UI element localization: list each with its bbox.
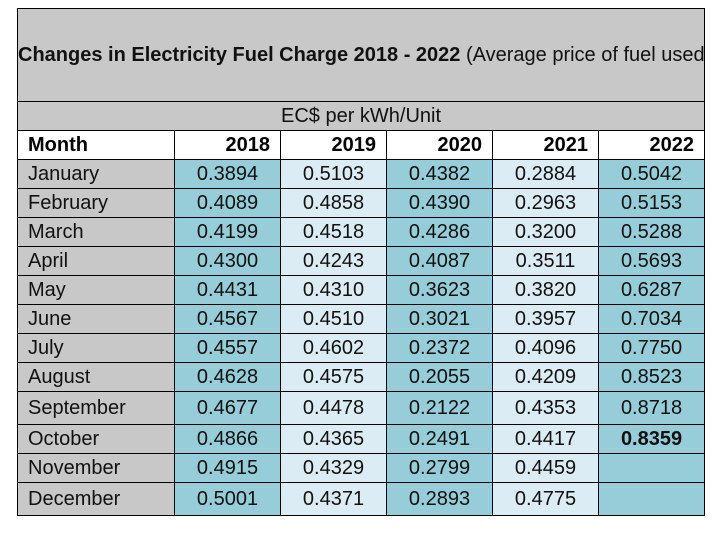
- value-cell-2020: 0.2055: [386, 362, 493, 392]
- value-cell-2020: 0.2799: [386, 453, 493, 483]
- value-cell-2020: 0.2893: [386, 482, 493, 516]
- value-cell-2018: 0.5001: [174, 482, 281, 516]
- title-bold-text: Changes in Electricity Fuel Charge 2018 …: [18, 44, 461, 66]
- month-cell: March: [17, 217, 175, 247]
- table-row: December 0.5001 0.4371 0.2893 0.4775: [17, 482, 706, 516]
- column-header-2021: 2021: [492, 130, 599, 160]
- fuel-charge-table: Changes in Electricity Fuel Charge 2018 …: [16, 8, 706, 516]
- value-cell-2022: 0.8359: [597, 424, 706, 454]
- table-row: April 0.4300 0.4243 0.4087 0.3511 0.5693: [17, 246, 706, 276]
- value-cell-2020: 0.2122: [386, 391, 493, 425]
- value-cell-2021: 0.3200: [492, 217, 599, 247]
- value-cell-2020: 0.2491: [386, 424, 493, 454]
- value-cell-2018: 0.4628: [174, 362, 281, 392]
- column-header-month: Month: [17, 130, 175, 160]
- value-cell-2021: 0.4096: [492, 333, 599, 363]
- value-cell-2021: 0.3957: [492, 304, 599, 334]
- value-cell-2019: 0.4329: [280, 453, 387, 483]
- value-cell-2020: 0.2372: [386, 333, 493, 363]
- value-cell-2022: 0.6287: [597, 275, 706, 305]
- value-cell-2021: 0.3511: [492, 246, 599, 276]
- column-header-2020: 2020: [386, 130, 493, 160]
- value-cell-2019: 0.4478: [280, 391, 387, 425]
- table-row: March 0.4199 0.4518 0.4286 0.3200 0.5288: [17, 217, 706, 247]
- value-cell-2022: 0.7034: [597, 304, 706, 334]
- month-cell: June: [17, 304, 175, 334]
- month-cell: February: [17, 188, 175, 218]
- value-cell-2019: 0.5103: [280, 159, 387, 189]
- value-cell-2019: 0.4310: [280, 275, 387, 305]
- value-cell-2018: 0.4557: [174, 333, 281, 363]
- value-cell-2020: 0.4286: [386, 217, 493, 247]
- header-row: Month 2018 2019 2020 2021 2022: [17, 130, 706, 160]
- month-cell: July: [17, 333, 175, 363]
- month-cell: September: [17, 391, 175, 425]
- month-cell: August: [17, 362, 175, 392]
- table-row: July 0.4557 0.4602 0.2372 0.4096 0.7750: [17, 333, 706, 363]
- table-row: January 0.3894 0.5103 0.4382 0.2884 0.5042: [17, 159, 706, 189]
- value-cell-2021: 0.3820: [492, 275, 599, 305]
- fuel-charge-table-container: Changes in Electricity Fuel Charge 2018 …: [16, 8, 706, 524]
- table-row: June 0.4567 0.4510 0.3021 0.3957 0.7034: [17, 304, 706, 334]
- table-row: September 0.4677 0.4478 0.2122 0.4353 0.8718: [17, 391, 706, 425]
- table-title: Changes in Electricity Fuel Charge 2018 …: [16, 8, 706, 102]
- value-cell-2019: 0.4510: [280, 304, 387, 334]
- value-cell-2022: 0.5042: [597, 159, 706, 189]
- month-cell: December: [17, 482, 175, 516]
- column-header-2019: 2019: [280, 130, 387, 160]
- value-cell-2022: [597, 453, 706, 483]
- title-description: (Average price of fuel used to generate …: [465, 44, 705, 66]
- value-cell-2022: 0.8718: [597, 391, 706, 425]
- value-cell-2019: 0.4371: [280, 482, 387, 516]
- value-cell-2019: 0.4243: [280, 246, 387, 276]
- table-row: May 0.4431 0.4310 0.3623 0.3820 0.6287: [17, 275, 706, 305]
- value-cell-2022: 0.5288: [597, 217, 706, 247]
- value-cell-2021: 0.4775: [492, 482, 599, 516]
- value-cell-2018: 0.4431: [174, 275, 281, 305]
- value-cell-2019: 0.4858: [280, 188, 387, 218]
- value-cell-2022: [597, 482, 706, 516]
- column-header-2022: 2022: [597, 130, 706, 160]
- month-cell: October: [17, 424, 175, 454]
- table-row: February 0.4089 0.4858 0.4390 0.2963 0.5153: [17, 188, 706, 218]
- value-cell-2018: 0.4677: [174, 391, 281, 425]
- table-row: November 0.4915 0.4329 0.2799 0.4459: [17, 453, 706, 483]
- value-cell-2019: 0.4602: [280, 333, 387, 363]
- value-cell-2021: 0.2884: [492, 159, 599, 189]
- value-cell-2019: 0.4365: [280, 424, 387, 454]
- table-row: October 0.4866 0.4365 0.2491 0.4417 0.8359: [17, 424, 706, 454]
- month-cell: May: [17, 275, 175, 305]
- value-cell-2019: 0.4575: [280, 362, 387, 392]
- value-cell-2021: 0.4417: [492, 424, 599, 454]
- value-cell-2018: 0.4300: [174, 246, 281, 276]
- column-header-2018: 2018: [174, 130, 281, 160]
- value-cell-2020: 0.3623: [386, 275, 493, 305]
- value-cell-2018: 0.4089: [174, 188, 281, 218]
- value-cell-2018: 0.3894: [174, 159, 281, 189]
- value-cell-2022: 0.5693: [597, 246, 706, 276]
- month-cell: April: [17, 246, 175, 276]
- value-cell-2020: 0.4382: [386, 159, 493, 189]
- value-cell-2018: 0.4866: [174, 424, 281, 454]
- value-cell-2018: 0.4199: [174, 217, 281, 247]
- value-cell-2022: 0.5153: [597, 188, 706, 218]
- value-cell-2022: 0.8523: [597, 362, 706, 392]
- value-cell-2018: 0.4915: [174, 453, 281, 483]
- value-cell-2021: 0.4209: [492, 362, 599, 392]
- unit-label: EC$ per kWh/Unit: [16, 101, 706, 131]
- value-cell-2020: 0.4087: [386, 246, 493, 276]
- value-cell-2021: 0.4459: [492, 453, 599, 483]
- value-cell-2022: 0.7750: [597, 333, 706, 363]
- value-cell-2021: 0.2963: [492, 188, 599, 218]
- table-row: August 0.4628 0.4575 0.2055 0.4209 0.8523: [17, 362, 706, 392]
- month-cell: November: [17, 453, 175, 483]
- month-cell: January: [17, 159, 175, 189]
- value-cell-2020: 0.4390: [386, 188, 493, 218]
- value-cell-2021: 0.4353: [492, 391, 599, 425]
- value-cell-2020: 0.3021: [386, 304, 493, 334]
- value-cell-2018: 0.4567: [174, 304, 281, 334]
- value-cell-2019: 0.4518: [280, 217, 387, 247]
